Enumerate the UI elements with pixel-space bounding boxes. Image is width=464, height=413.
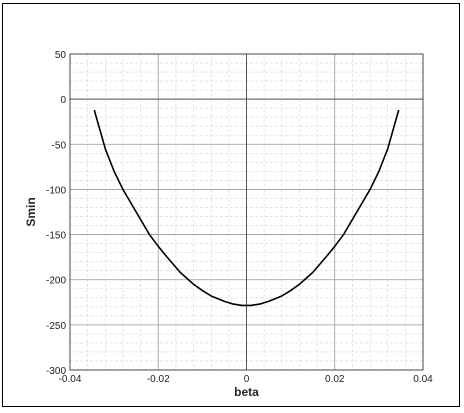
y-tick-label: -300 bbox=[46, 366, 66, 377]
y-tick-label: 0 bbox=[60, 95, 66, 106]
y-axis-label: Smin bbox=[24, 197, 38, 226]
line-chart: -0.04 -0.02 0 0.02 0.04 50 0 -50 -100 -150 -200 -2… bbox=[24, 50, 434, 399]
y-tick-labels: 50 0 -50 -100 -150 -200 -250 -300 bbox=[46, 50, 66, 377]
y-tick-label: 50 bbox=[55, 50, 67, 61]
zero-axis-lines bbox=[70, 54, 423, 370]
y-tick-label: -200 bbox=[46, 276, 66, 287]
x-tick-label: 0 bbox=[244, 374, 250, 385]
x-tick-label: 0.04 bbox=[413, 374, 433, 385]
y-tick-label: -100 bbox=[46, 185, 66, 196]
x-tick-labels: -0.04 -0.02 0 0.02 0.04 bbox=[59, 374, 434, 385]
plot-area-border bbox=[69, 53, 424, 371]
x-tick-label: -0.04 bbox=[59, 374, 82, 385]
series-group bbox=[93, 109, 400, 307]
x-tick-label: 0.02 bbox=[325, 374, 345, 385]
x-axis-label: beta bbox=[234, 385, 259, 399]
x-tick-label: -0.02 bbox=[147, 374, 170, 385]
y-tick-label: -250 bbox=[46, 321, 66, 332]
chart-frame: -0.04 -0.02 0 0.02 0.04 50 0 -50 -100 -150 -200 -2… bbox=[2, 3, 460, 407]
y-tick-label: -50 bbox=[52, 140, 67, 151]
series-line bbox=[93, 109, 400, 307]
y-tick-label: -150 bbox=[46, 231, 66, 242]
